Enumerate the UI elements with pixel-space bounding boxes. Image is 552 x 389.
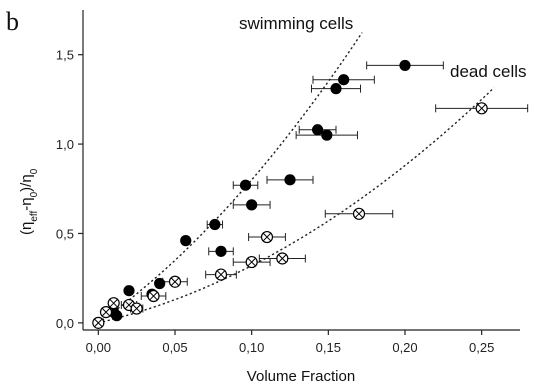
panel-letter: b: [6, 7, 19, 36]
dead-cell-point: [276, 252, 289, 265]
swimming-cell-point: [321, 129, 333, 141]
dead-cell-point: [147, 289, 160, 303]
swimming-cell-point: [312, 124, 324, 136]
swimming-cells-fit-curve: [97, 32, 363, 324]
marker-cross: [477, 104, 486, 113]
swimming-cell-point: [239, 179, 252, 191]
dead-cells-label: dead cells: [450, 62, 527, 81]
fit-curves: [97, 32, 495, 324]
marker-cross: [262, 232, 272, 242]
data-markers: [92, 59, 488, 329]
axes: [82, 10, 520, 331]
swimming-cell-point: [246, 199, 258, 211]
x-tick-label: 0,25: [469, 340, 494, 355]
dead-cell-point: [107, 297, 120, 310]
x-tick-label: 0,05: [162, 340, 187, 355]
y-ticks: 0,0 0,5 1,0 1,5: [56, 48, 83, 331]
x-tick-label: 0,10: [239, 340, 264, 355]
x-tick-label: 0,15: [316, 340, 341, 355]
dead-cell-point: [352, 207, 366, 220]
dead-cell-point: [214, 268, 228, 281]
swimming-cell-point: [338, 74, 350, 86]
marker-cross: [354, 209, 364, 219]
swimming-cell-point: [123, 285, 135, 297]
y-axis-title: (ηeff-η0)/η0: [18, 168, 40, 235]
marker-cross: [278, 254, 287, 263]
dead-cell-point: [168, 275, 182, 288]
swimming-cell-point: [111, 310, 123, 322]
y-tick-label: 0,5: [56, 226, 74, 241]
y-tick-label: 1,5: [56, 48, 74, 63]
dead-cell-point: [130, 302, 143, 315]
error-bars: [120, 61, 529, 313]
swimming-cell-point: [399, 59, 411, 72]
swimming-cell-point: [215, 245, 227, 257]
dead-cell-point: [92, 316, 105, 329]
swimming-cell-point: [180, 235, 192, 247]
x-tick-label: 0,00: [86, 340, 111, 355]
dead-cells-fit-curve: [98, 87, 495, 324]
marker-cross: [124, 300, 134, 310]
marker-cross: [109, 298, 118, 308]
dead-cell-point: [475, 102, 488, 115]
marker-cross: [101, 307, 111, 317]
y-tick-label: 0,0: [56, 316, 74, 331]
marker-cross: [94, 318, 103, 328]
swimming-cell-point: [330, 83, 342, 95]
marker-cross: [132, 304, 141, 313]
dead-cell-point: [260, 230, 274, 244]
dead-cell-point: [245, 255, 258, 269]
swimming-cell-point: [209, 218, 221, 231]
x-tick-label: 0,20: [392, 340, 417, 355]
marker-cross: [247, 257, 256, 267]
swimming-cell-point: [284, 174, 296, 186]
swimming-cell-point: [154, 277, 166, 290]
swimming-cells-label: swimming cells: [239, 14, 353, 33]
y-tick-label: 1,0: [56, 137, 74, 152]
marker-cross: [170, 277, 180, 286]
dead-cell-point: [99, 306, 113, 319]
marker-cross: [149, 291, 158, 301]
x-ticks: 0,00 0,05 0,10 0,15 0,20 0,25: [86, 330, 494, 355]
x-axis-title: Volume Fraction: [247, 368, 355, 385]
marker-cross: [216, 270, 226, 279]
